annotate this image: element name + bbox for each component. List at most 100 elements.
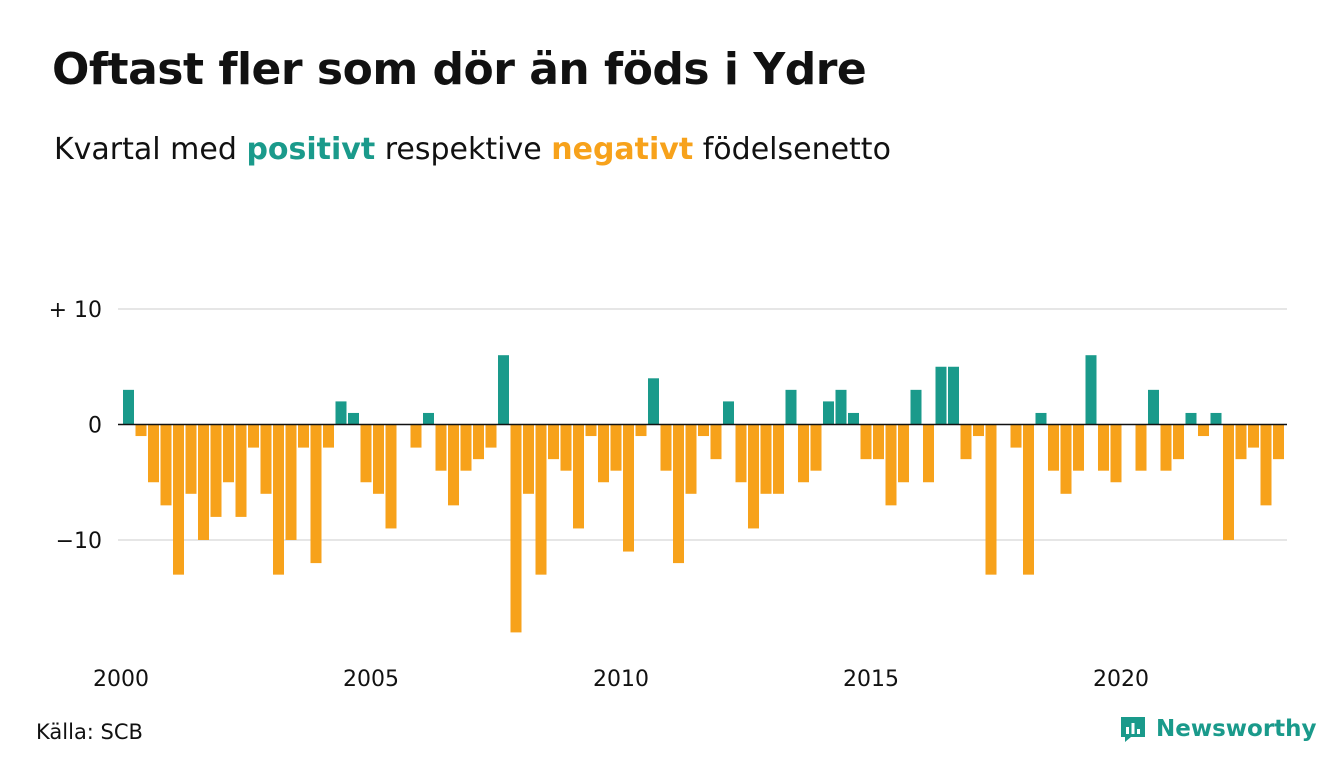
bar-negative bbox=[160, 424, 172, 506]
bar-negative bbox=[435, 424, 447, 471]
bar-positive bbox=[835, 389, 847, 425]
brand-name: Newsworthy bbox=[1156, 716, 1317, 742]
bar-positive bbox=[785, 389, 797, 425]
bar-negative bbox=[985, 424, 997, 575]
bar-negative bbox=[1248, 424, 1259, 448]
bar-negative bbox=[573, 424, 584, 529]
bar-negative bbox=[248, 424, 259, 448]
bar-negative bbox=[1023, 424, 1034, 575]
bar-negative bbox=[1235, 424, 1247, 460]
bar-positive bbox=[335, 401, 347, 425]
bar-negative bbox=[1048, 424, 1059, 471]
bar-negative bbox=[298, 424, 309, 448]
bar-negative bbox=[460, 424, 472, 471]
bar-negative bbox=[273, 424, 284, 575]
bar-negative bbox=[660, 424, 672, 471]
bar-negative bbox=[635, 424, 647, 437]
bar-negative bbox=[1073, 424, 1084, 471]
y-tick-label: + 10 bbox=[49, 298, 102, 323]
x-tick-label: 2000 bbox=[93, 667, 149, 692]
bar-negative bbox=[698, 424, 709, 437]
bar-negative bbox=[1060, 424, 1072, 494]
bar-negative bbox=[323, 424, 334, 448]
bar-negative bbox=[610, 424, 622, 471]
bar-positive bbox=[423, 412, 434, 425]
bar-negative bbox=[1173, 424, 1184, 460]
bar-positive bbox=[723, 401, 734, 425]
subtitle-end: födelsenetto bbox=[702, 132, 891, 167]
bar-positive bbox=[948, 366, 959, 425]
x-tick-label: 2010 bbox=[593, 667, 649, 692]
bar-negative bbox=[1135, 424, 1147, 471]
bar-negative bbox=[548, 424, 559, 460]
bar-negative bbox=[810, 424, 822, 471]
y-tick-label: 0 bbox=[88, 414, 102, 439]
bar-negative bbox=[135, 424, 147, 437]
bar-negative bbox=[185, 424, 197, 494]
x-tick-label: 2020 bbox=[1093, 667, 1149, 692]
bar-positive bbox=[348, 412, 359, 425]
bar-positive bbox=[123, 389, 134, 425]
bar-negative bbox=[1110, 424, 1122, 483]
legend-negative: negativt bbox=[551, 132, 694, 167]
bar-negative bbox=[673, 424, 684, 564]
subtitle-intro: Kvartal med bbox=[54, 132, 237, 167]
bar-negative bbox=[1098, 424, 1109, 471]
bar-negative bbox=[148, 424, 159, 483]
bar-negative bbox=[885, 424, 897, 506]
bar-negative bbox=[210, 424, 222, 517]
bar-negative bbox=[535, 424, 547, 575]
bar-negative bbox=[898, 424, 909, 483]
bar-positive bbox=[935, 366, 947, 425]
bar-negative bbox=[1010, 424, 1022, 448]
bar-negative bbox=[923, 424, 934, 483]
bar-negative bbox=[760, 424, 772, 494]
bar-negative bbox=[385, 424, 397, 529]
bar-negative bbox=[260, 424, 272, 494]
bar-negative bbox=[1223, 424, 1234, 540]
bar-negative bbox=[510, 424, 522, 633]
bar-positive bbox=[1035, 412, 1047, 425]
bar-positive bbox=[848, 412, 859, 425]
bar-negative bbox=[585, 424, 597, 437]
bar-negative bbox=[485, 424, 497, 448]
bar-positive bbox=[498, 355, 509, 425]
bar-negative bbox=[1260, 424, 1272, 506]
bar-negative bbox=[235, 424, 247, 517]
bar-positive bbox=[648, 378, 659, 425]
x-tick-label: 2005 bbox=[343, 667, 399, 692]
legend-positive: positivt bbox=[246, 132, 376, 167]
bar-positive bbox=[1185, 412, 1197, 425]
bar-negative bbox=[410, 424, 422, 448]
bar-negative bbox=[773, 424, 784, 494]
bar-negative bbox=[1160, 424, 1172, 471]
bar-negative bbox=[523, 424, 534, 494]
bar-negative bbox=[860, 424, 872, 460]
bar-negative bbox=[685, 424, 697, 494]
bar-negative bbox=[223, 424, 234, 483]
source-note: Källa: SCB bbox=[36, 720, 143, 744]
chart-title: Oftast fler som dör än föds i Ydre bbox=[52, 44, 867, 95]
newsworthy-icon bbox=[1121, 717, 1145, 742]
bar-negative bbox=[310, 424, 322, 564]
chart-subtitle: Kvartal med positivt respektive negativt… bbox=[54, 132, 891, 168]
bar-negative bbox=[960, 424, 972, 460]
bar-negative bbox=[710, 424, 722, 460]
bar-negative bbox=[798, 424, 809, 483]
bar-positive bbox=[823, 401, 834, 425]
bar-negative bbox=[598, 424, 609, 483]
bar-negative bbox=[973, 424, 984, 437]
bar-negative bbox=[360, 424, 372, 483]
bar-negative bbox=[1273, 424, 1284, 460]
bar-positive bbox=[910, 389, 922, 425]
bar-negative bbox=[473, 424, 484, 460]
bar-negative bbox=[373, 424, 384, 494]
bar-chart: + 10 0 −10 2000 2005 2010 2015 2020 bbox=[49, 298, 1287, 692]
bar-positive bbox=[1085, 355, 1097, 425]
bar-positive bbox=[1148, 389, 1159, 425]
bar-negative bbox=[1198, 424, 1209, 437]
bar-negative bbox=[285, 424, 297, 540]
bar-negative bbox=[448, 424, 459, 506]
bar-negative bbox=[873, 424, 884, 460]
y-tick-label: −10 bbox=[56, 529, 102, 554]
